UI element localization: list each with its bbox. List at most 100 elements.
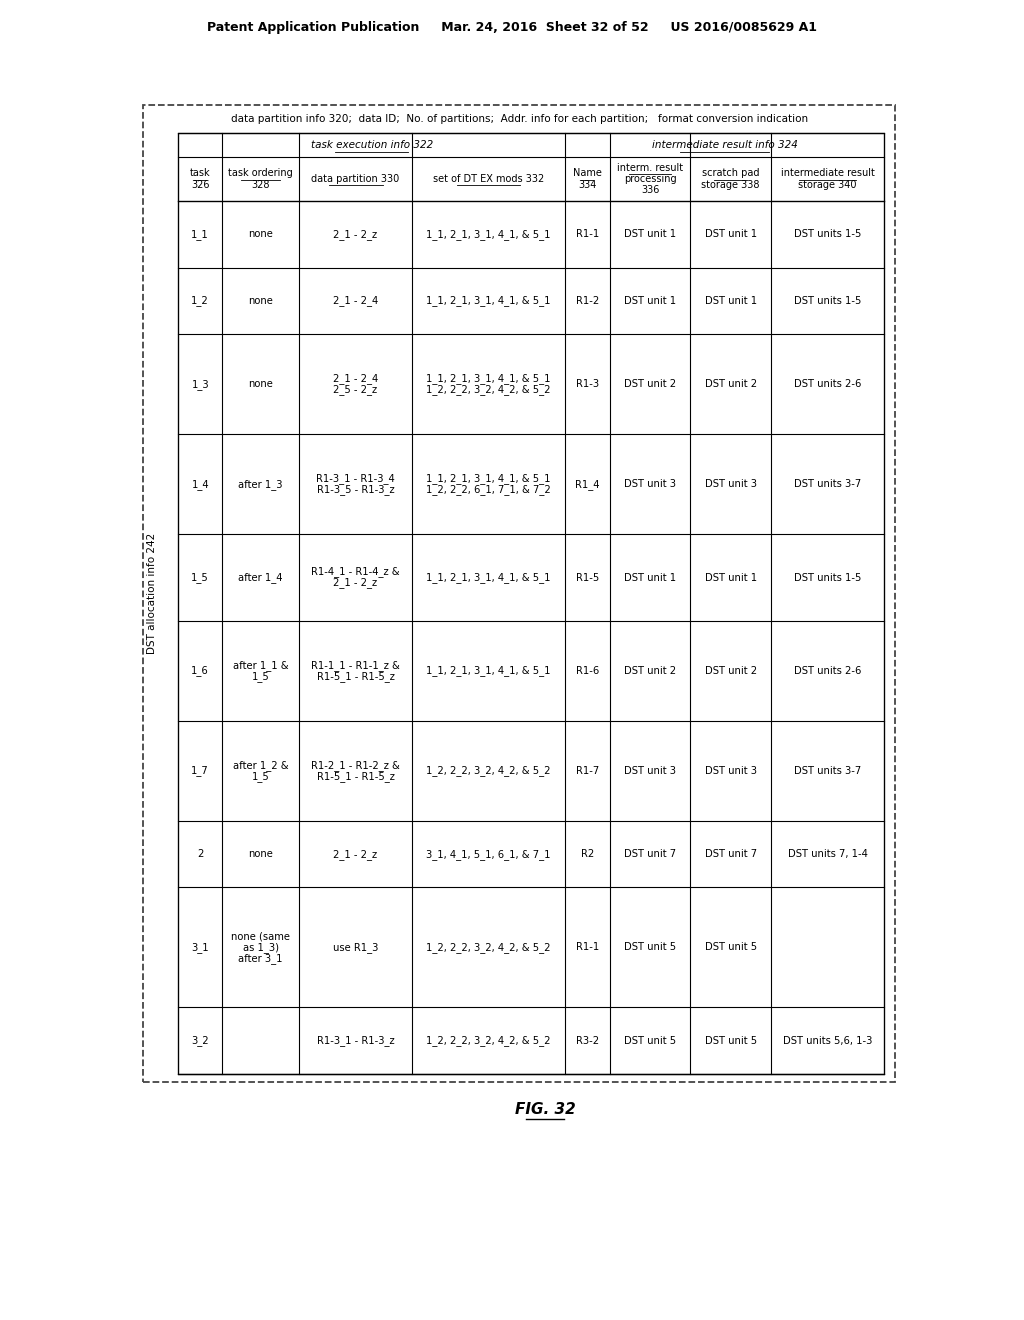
Text: DST units 2-6: DST units 2-6 bbox=[794, 665, 861, 676]
Text: DST unit 5: DST unit 5 bbox=[624, 942, 676, 953]
Text: 1_5: 1_5 bbox=[252, 671, 269, 681]
Text: R1-5_1 - R1-5_z: R1-5_1 - R1-5_z bbox=[316, 771, 394, 781]
Text: R1-3_5 - R1-3_z: R1-3_5 - R1-3_z bbox=[316, 484, 394, 495]
Text: 336: 336 bbox=[641, 185, 659, 195]
Text: DST unit 5: DST unit 5 bbox=[705, 942, 757, 953]
Text: DST unit 3: DST unit 3 bbox=[624, 766, 676, 776]
Text: R1-3_1 - R1-3_4: R1-3_1 - R1-3_4 bbox=[316, 474, 395, 484]
Text: DST units 3-7: DST units 3-7 bbox=[794, 766, 861, 776]
Text: 3_2: 3_2 bbox=[191, 1035, 209, 1047]
Text: DST unit 1: DST unit 1 bbox=[705, 230, 757, 239]
Text: 2_5 - 2_z: 2_5 - 2_z bbox=[334, 384, 378, 395]
Text: DST unit 3: DST unit 3 bbox=[624, 479, 676, 490]
Bar bbox=[143, 106, 895, 1082]
Text: data partition info 320;  data ID;  No. of partitions;  Addr. info for each part: data partition info 320; data ID; No. of… bbox=[231, 114, 809, 124]
Text: none: none bbox=[248, 379, 273, 389]
Text: DST units 1-5: DST units 1-5 bbox=[794, 230, 861, 239]
Text: R1-5: R1-5 bbox=[575, 573, 599, 582]
Text: 1_2, 2_2, 6_1, 7_1, & 7_2: 1_2, 2_2, 6_1, 7_1, & 7_2 bbox=[426, 484, 551, 495]
Text: 2_1 - 2_z: 2_1 - 2_z bbox=[334, 228, 378, 240]
Text: DST units 5,6, 1-3: DST units 5,6, 1-3 bbox=[782, 1036, 872, 1045]
Text: 1_1, 2_1, 3_1, 4_1, & 5_1: 1_1, 2_1, 3_1, 4_1, & 5_1 bbox=[426, 665, 551, 676]
Text: DST unit 3: DST unit 3 bbox=[705, 479, 757, 490]
Text: task ordering: task ordering bbox=[228, 169, 293, 178]
Text: intermediate result: intermediate result bbox=[780, 169, 874, 178]
Text: Patent Application Publication     Mar. 24, 2016  Sheet 32 of 52     US 2016/008: Patent Application Publication Mar. 24, … bbox=[207, 21, 817, 34]
Text: none: none bbox=[248, 230, 273, 239]
Text: interm. result: interm. result bbox=[616, 162, 683, 173]
Text: 1_2, 2_2, 3_2, 4_2, & 5_2: 1_2, 2_2, 3_2, 4_2, & 5_2 bbox=[426, 1035, 551, 1047]
Text: R1-1: R1-1 bbox=[575, 230, 599, 239]
Text: 1_1, 2_1, 3_1, 4_1, & 5_1: 1_1, 2_1, 3_1, 4_1, & 5_1 bbox=[426, 572, 551, 583]
Text: 1_7: 1_7 bbox=[191, 766, 209, 776]
Text: 3_1: 3_1 bbox=[191, 942, 209, 953]
Text: 2: 2 bbox=[197, 849, 204, 859]
Text: DST unit 2: DST unit 2 bbox=[705, 379, 757, 389]
Text: 2_1 - 2_4: 2_1 - 2_4 bbox=[333, 374, 378, 384]
Text: after 3_1: after 3_1 bbox=[239, 953, 283, 964]
Text: DST unit 1: DST unit 1 bbox=[705, 296, 757, 306]
Text: 1_2, 2_2, 3_2, 4_2, & 5_2: 1_2, 2_2, 3_2, 4_2, & 5_2 bbox=[426, 942, 551, 953]
Bar bbox=[178, 133, 884, 1074]
Text: none (same: none (same bbox=[231, 932, 290, 941]
Text: DST unit 5: DST unit 5 bbox=[705, 1036, 757, 1045]
Text: 2_1 - 2_z: 2_1 - 2_z bbox=[334, 849, 378, 859]
Text: 1_1, 2_1, 3_1, 4_1, & 5_1: 1_1, 2_1, 3_1, 4_1, & 5_1 bbox=[426, 228, 551, 240]
Text: data partition 330: data partition 330 bbox=[311, 174, 399, 183]
Text: DST unit 2: DST unit 2 bbox=[624, 665, 676, 676]
Text: FIG. 32: FIG. 32 bbox=[515, 1102, 575, 1118]
Text: DST unit 1: DST unit 1 bbox=[705, 573, 757, 582]
Text: 1_5: 1_5 bbox=[191, 572, 209, 583]
Text: intermediate result info 324: intermediate result info 324 bbox=[651, 140, 798, 150]
Text: R1-5_1 - R1-5_z: R1-5_1 - R1-5_z bbox=[316, 671, 394, 681]
Text: DST unit 5: DST unit 5 bbox=[624, 1036, 676, 1045]
Text: storage 338: storage 338 bbox=[701, 180, 760, 190]
Text: 2_1 - 2_z: 2_1 - 2_z bbox=[334, 578, 378, 589]
Text: 1_4: 1_4 bbox=[191, 479, 209, 490]
Text: task execution info 322: task execution info 322 bbox=[310, 140, 433, 150]
Text: set of DT EX mods 332: set of DT EX mods 332 bbox=[433, 174, 545, 183]
Text: 3_1, 4_1, 5_1, 6_1, & 7_1: 3_1, 4_1, 5_1, 6_1, & 7_1 bbox=[426, 849, 551, 859]
Text: after 1_1 &: after 1_1 & bbox=[232, 660, 289, 671]
Text: DST units 2-6: DST units 2-6 bbox=[794, 379, 861, 389]
Text: 1_1, 2_1, 3_1, 4_1, & 5_1: 1_1, 2_1, 3_1, 4_1, & 5_1 bbox=[426, 374, 551, 384]
Text: DST unit 7: DST unit 7 bbox=[624, 849, 676, 859]
Text: none: none bbox=[248, 296, 273, 306]
Text: 1_2: 1_2 bbox=[191, 296, 209, 306]
Text: R1-2: R1-2 bbox=[575, 296, 599, 306]
Text: DST unit 2: DST unit 2 bbox=[624, 379, 676, 389]
Text: DST units 1-5: DST units 1-5 bbox=[794, 573, 861, 582]
Text: scratch pad: scratch pad bbox=[701, 169, 760, 178]
Text: 2_1 - 2_4: 2_1 - 2_4 bbox=[333, 296, 378, 306]
Text: 328: 328 bbox=[252, 180, 270, 190]
Text: R1-3_1 - R1-3_z: R1-3_1 - R1-3_z bbox=[316, 1035, 394, 1047]
Text: DST unit 1: DST unit 1 bbox=[624, 230, 676, 239]
Text: DST unit 7: DST unit 7 bbox=[705, 849, 757, 859]
Text: R2: R2 bbox=[581, 849, 594, 859]
Text: R1-1: R1-1 bbox=[575, 942, 599, 953]
Text: R1-7: R1-7 bbox=[575, 766, 599, 776]
Text: after 1_4: after 1_4 bbox=[239, 572, 283, 583]
Text: 1_1, 2_1, 3_1, 4_1, & 5_1: 1_1, 2_1, 3_1, 4_1, & 5_1 bbox=[426, 474, 551, 484]
Text: DST unit 1: DST unit 1 bbox=[624, 573, 676, 582]
Text: after 1_2 &: after 1_2 & bbox=[232, 760, 289, 771]
Text: 1_1: 1_1 bbox=[191, 228, 209, 240]
Text: DST allocation info 242: DST allocation info 242 bbox=[147, 533, 157, 655]
Text: 326: 326 bbox=[190, 180, 210, 190]
Text: DST units 1-5: DST units 1-5 bbox=[794, 296, 861, 306]
Text: R1-6: R1-6 bbox=[575, 665, 599, 676]
Text: R1-2_1 - R1-2_z &: R1-2_1 - R1-2_z & bbox=[311, 760, 400, 771]
Text: R1-1_1 - R1-1_z &: R1-1_1 - R1-1_z & bbox=[311, 660, 400, 671]
Text: DST unit 1: DST unit 1 bbox=[624, 296, 676, 306]
Text: R1_4: R1_4 bbox=[575, 479, 600, 490]
Text: processing: processing bbox=[624, 174, 676, 183]
Text: R1-3: R1-3 bbox=[575, 379, 599, 389]
Text: task: task bbox=[189, 169, 211, 178]
Text: 1_5: 1_5 bbox=[252, 771, 269, 781]
Text: 1_3: 1_3 bbox=[191, 379, 209, 389]
Text: R1-4_1 - R1-4_z &: R1-4_1 - R1-4_z & bbox=[311, 566, 399, 577]
Text: 1_6: 1_6 bbox=[191, 665, 209, 676]
Text: DST units 7, 1-4: DST units 7, 1-4 bbox=[787, 849, 867, 859]
Text: as 1_3): as 1_3) bbox=[243, 942, 279, 953]
Text: none: none bbox=[248, 849, 273, 859]
